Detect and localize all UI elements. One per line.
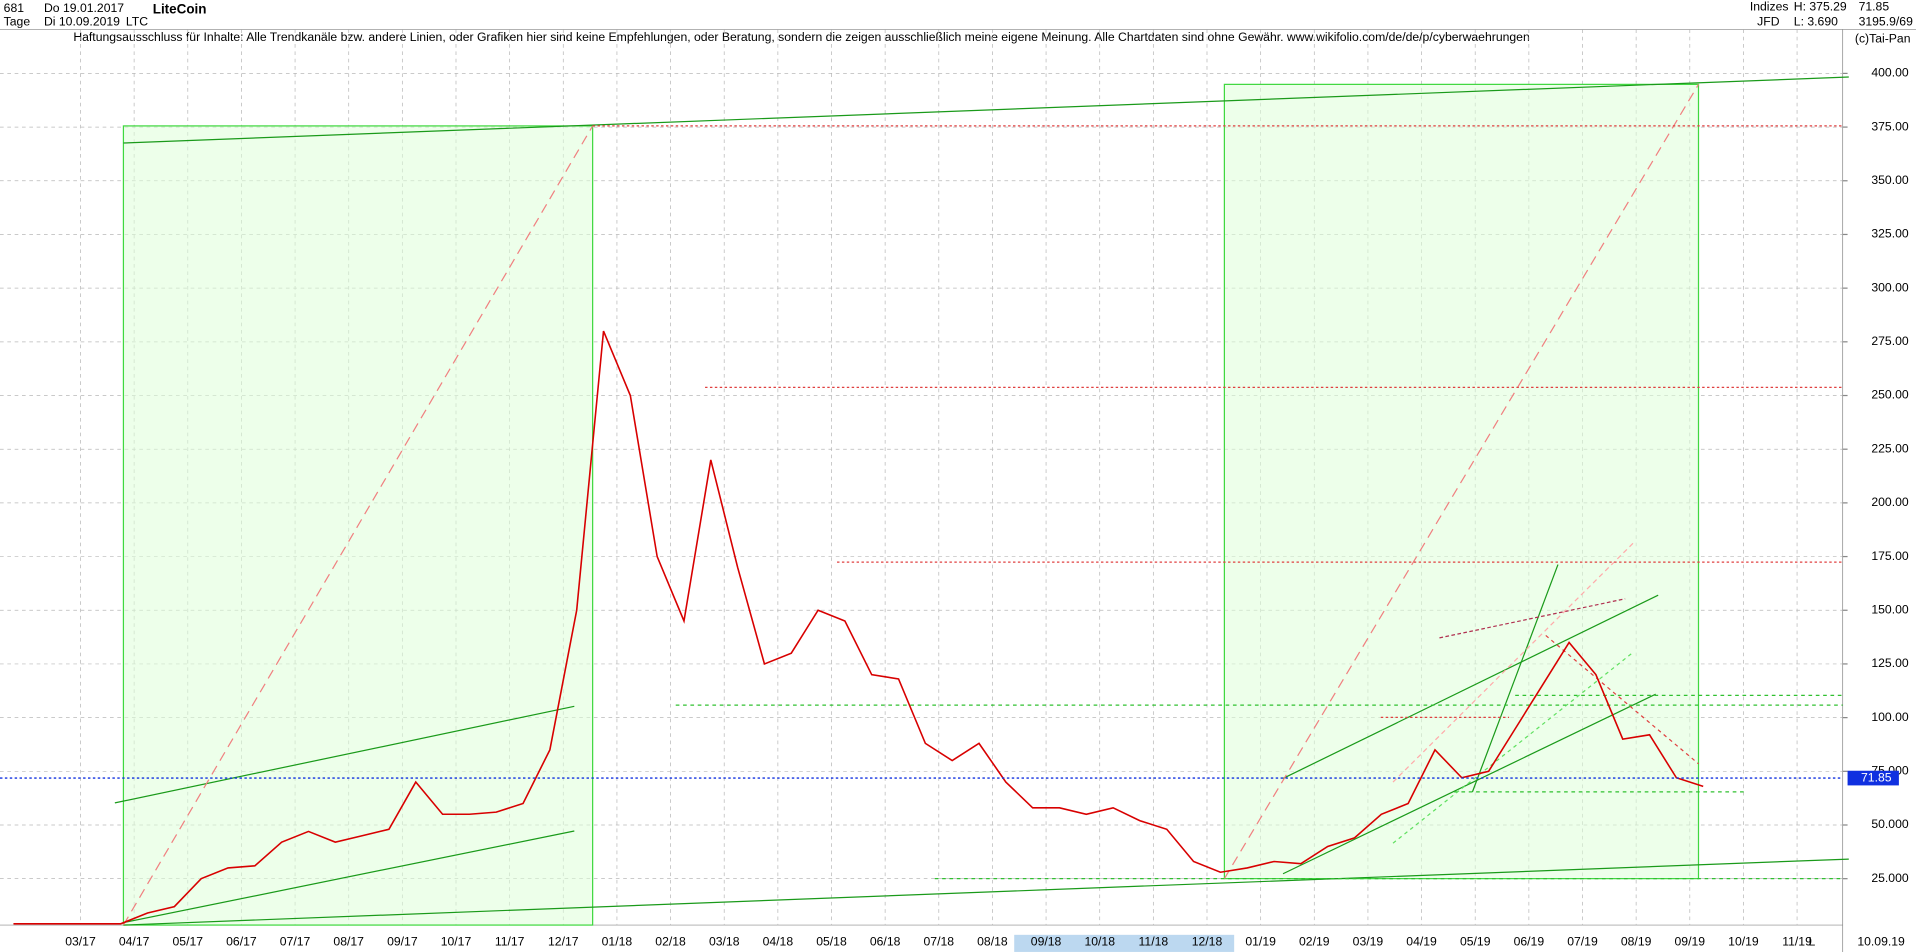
trendline [114, 705, 575, 804]
symbol: LTC [126, 14, 148, 28]
y-tick-label: 400.00 [1871, 66, 1909, 80]
y-tick-label: 225.00 [1871, 441, 1909, 455]
x-tick-label: 11/19 [1782, 934, 1812, 948]
group: Indizes [1750, 0, 1789, 14]
end-date[interactable]: Di 10.09.2019 [44, 14, 120, 28]
x-tick-label: 02/19 [1299, 934, 1330, 948]
last-price-label: 71.85 [1861, 770, 1892, 784]
y-tick-label: 200.00 [1871, 495, 1909, 509]
trendline [1282, 693, 1656, 875]
x-tick-label: 08/18 [977, 934, 1008, 948]
high: H: 375.29 [1794, 0, 1847, 14]
x-tick-label: 09/19 [1675, 934, 1706, 948]
selection-band [1014, 934, 1235, 952]
x-tick-label: 05/19 [1460, 934, 1491, 948]
start-date[interactable]: Do 19.01.2017 [44, 1, 124, 15]
diagonal [122, 125, 594, 926]
x-tick-label: 06/17 [226, 934, 257, 948]
x-tick-label: 07/17 [280, 934, 311, 948]
y-tick-label: 375.00 [1871, 119, 1909, 133]
x-tick-label: 05/17 [173, 934, 204, 948]
x-tick-label: 10/17 [441, 934, 472, 948]
x-tick-label: 09/18 [1031, 934, 1062, 948]
trendline [123, 830, 575, 924]
trendline [1439, 598, 1626, 639]
last-price: 71.85 [1859, 0, 1890, 14]
x-tick-label: 04/17 [119, 934, 150, 948]
y-tick-label: 175.00 [1871, 549, 1909, 563]
y-tick-label: 250.00 [1871, 388, 1909, 402]
trendline [1282, 594, 1659, 779]
x-tick-label: 04/19 [1406, 934, 1437, 948]
trendline [1471, 564, 1559, 793]
x-tick-label: 08/19 [1621, 934, 1652, 948]
x-tick-label: 01/19 [1245, 934, 1276, 948]
date-label: 10.09.19 [1857, 934, 1905, 948]
copyright: (c)Tai-Pan [1855, 31, 1911, 45]
interval[interactable]: Tage [4, 14, 31, 28]
x-tick-label: 02/18 [655, 934, 686, 948]
y-tick-label: 125.00 [1871, 656, 1909, 670]
y-tick-label: 300.00 [1871, 280, 1909, 294]
bar-count[interactable]: 681 [4, 1, 25, 15]
x-tick-label: 06/19 [1514, 934, 1545, 948]
x-tick-label: 12/17 [548, 934, 579, 948]
x-tick-label: 11/18 [1139, 934, 1169, 948]
x-tick-label: 05/18 [816, 934, 847, 948]
y-tick-label: 100.00 [1871, 710, 1909, 724]
x-tick-label: 08/17 [333, 934, 364, 948]
y-tick-label: 50.000 [1871, 817, 1909, 831]
x-tick-label: 04/18 [763, 934, 794, 948]
x-tick-label: 10/18 [1084, 934, 1115, 948]
trendline [123, 858, 1849, 926]
low: L: 3.690 [1794, 14, 1838, 28]
disclaimer: Haftungsausschluss für Inhalte: Alle Tre… [73, 30, 1529, 44]
header: 681 Tage Do 19.01.2017 Di 10.09.2019 Lit… [0, 0, 1916, 45]
x-tick-label: 06/18 [870, 934, 901, 948]
y-tick-label: 275.00 [1871, 334, 1909, 348]
y-tick-label: 350.00 [1871, 173, 1909, 187]
trendline [123, 76, 1849, 144]
y-tick-label: 150.00 [1871, 602, 1909, 616]
x-tick-label: 09/17 [387, 934, 418, 948]
diagonal [1392, 540, 1636, 783]
x-tick-label: 07/18 [924, 934, 955, 948]
diagonal [1223, 84, 1700, 879]
x-tick-label: 11/17 [495, 934, 525, 948]
x-tick-label: 03/18 [709, 934, 740, 948]
drawings [114, 76, 1849, 926]
y-tick-label: 325.00 [1871, 227, 1909, 241]
x-tick-label: 12/18 [1192, 934, 1223, 948]
x-tick-label: 03/19 [1353, 934, 1384, 948]
source: JFD [1757, 14, 1780, 28]
scale-label: L [1808, 934, 1815, 948]
x-tick-label: 03/17 [65, 934, 96, 948]
instrument-name: LiteCoin [153, 1, 207, 16]
last-price-tag [1847, 770, 1899, 786]
y-tick-label: 25.000 [1871, 871, 1909, 885]
x-tick-label: 07/19 [1567, 934, 1598, 948]
x-tick-label: 10/19 [1728, 934, 1759, 948]
price-line [13, 330, 1704, 925]
x-tick-label: 01/18 [602, 934, 633, 948]
ratio: 3195.9/69 [1859, 14, 1914, 28]
